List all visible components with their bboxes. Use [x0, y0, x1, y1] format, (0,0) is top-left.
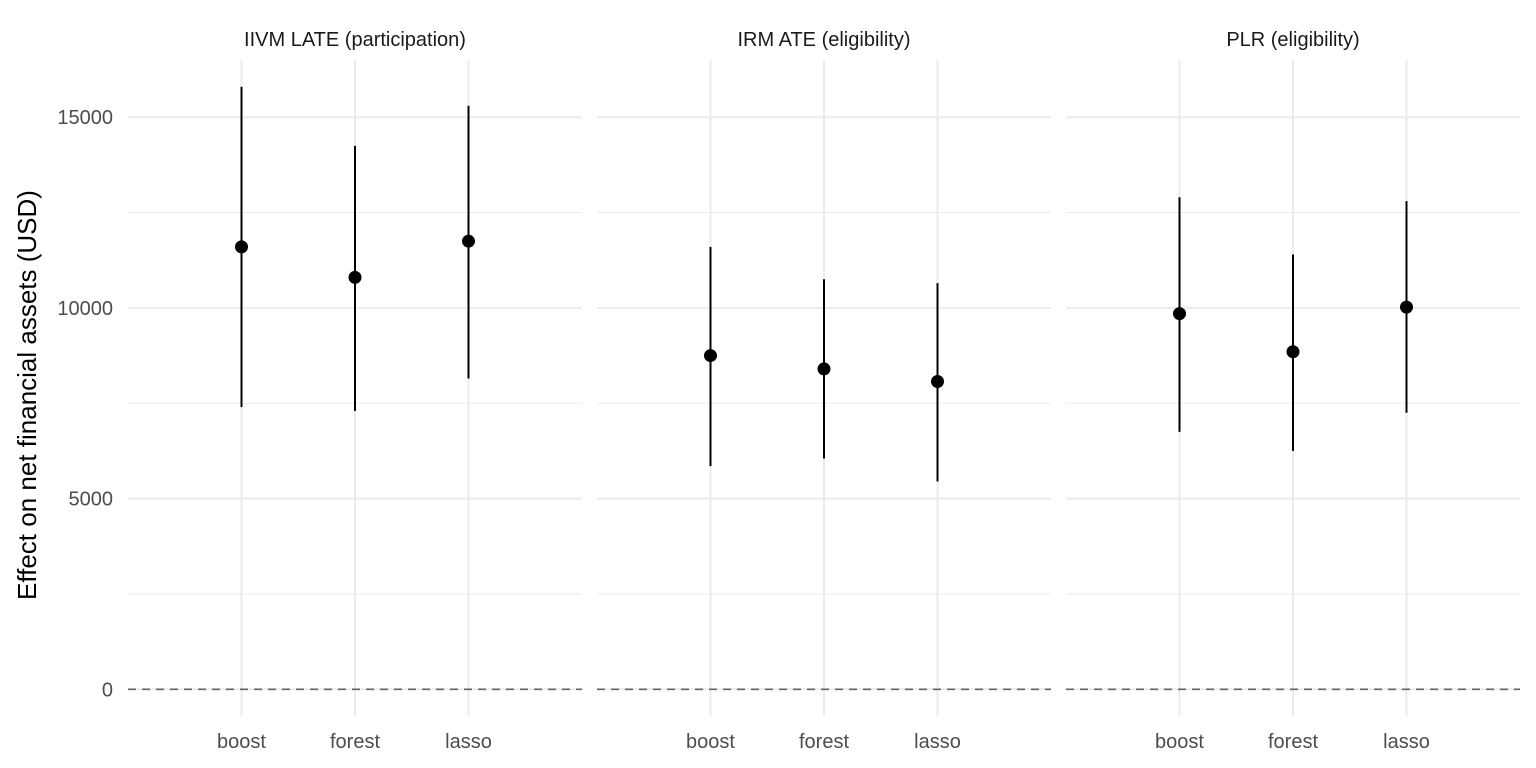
- x-tick-label: boost: [686, 731, 735, 753]
- point-estimate: [462, 234, 475, 248]
- point-estimate: [1286, 345, 1300, 359]
- point-estimate: [817, 362, 831, 376]
- point-estimate: [348, 270, 362, 284]
- point-estimate: [931, 375, 944, 389]
- y-tick-label: 0: [102, 679, 113, 701]
- point-estimate: [1173, 307, 1186, 321]
- y-tick-label: 10000: [57, 298, 113, 320]
- point-estimate: [235, 240, 248, 254]
- facet-title: IRM ATE (eligibility): [738, 29, 911, 51]
- y-axis-label: Effect on net financial assets (USD): [12, 190, 42, 600]
- facet-title: IIVM LATE (participation): [244, 29, 466, 51]
- x-tick-label: forest: [330, 731, 380, 753]
- x-tick-label: lasso: [914, 731, 961, 753]
- point-estimate: [704, 349, 717, 363]
- facet-panel: PLR (eligibility) boost forest lasso: [1066, 29, 1520, 753]
- facet-panel: IRM ATE (eligibility) boost forest lasso: [597, 29, 1051, 753]
- y-tick-label: 15000: [57, 107, 113, 129]
- y-tick-label: 5000: [69, 489, 114, 511]
- x-tick-label: boost: [1155, 731, 1204, 753]
- facet-title: PLR (eligibility): [1226, 29, 1359, 51]
- x-tick-label: lasso: [445, 731, 492, 753]
- point-estimate: [1400, 300, 1413, 314]
- y-axis-ticks: 0 5000 10000 15000: [57, 107, 113, 701]
- x-tick-label: forest: [799, 731, 849, 753]
- x-tick-label: boost: [217, 731, 266, 753]
- x-tick-label: lasso: [1383, 731, 1430, 753]
- x-tick-label: forest: [1268, 731, 1318, 753]
- facet-panel: IIVM LATE (participation) boost forest lass…: [128, 29, 582, 753]
- facets: IIVM LATE (participation) boost forest lass…: [128, 29, 1520, 753]
